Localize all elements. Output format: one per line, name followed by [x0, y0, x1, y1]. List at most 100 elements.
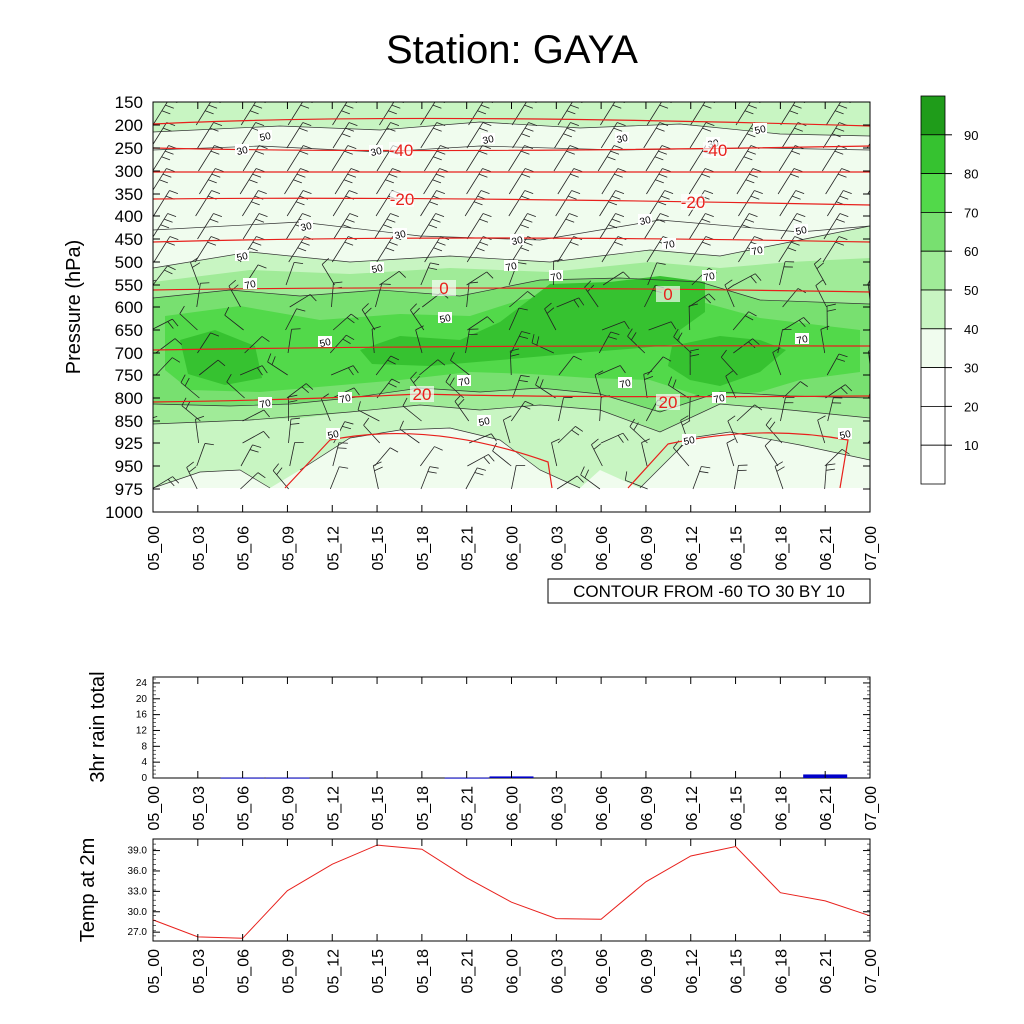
svg-text:-20: -20 — [390, 190, 415, 209]
colorbar-label: 10 — [964, 438, 978, 453]
wind-barb — [467, 454, 495, 467]
temp-plot-frame — [152, 838, 871, 942]
wind-barb — [361, 303, 376, 331]
wind-barb — [199, 359, 226, 376]
wind-barb — [466, 168, 492, 195]
svg-text:50: 50 — [839, 429, 853, 442]
wind-barb — [531, 334, 554, 354]
wind-barb — [629, 418, 648, 444]
x-tick-label: 06_15 — [729, 949, 746, 994]
wind-barb — [511, 464, 526, 490]
colorbar-swatch — [920, 444, 946, 485]
svg-text:-40: -40 — [389, 141, 414, 160]
wind-barb — [648, 190, 674, 217]
colorbar-swatch — [920, 289, 946, 330]
rh-contour-label: 50 — [235, 250, 249, 264]
wind-barb — [555, 190, 581, 217]
svg-text:0: 0 — [663, 285, 672, 304]
wind-barb — [420, 446, 443, 467]
wind-barb — [673, 328, 692, 354]
wind-barb — [512, 122, 538, 149]
wind-barb — [419, 213, 445, 240]
wind-barb — [627, 328, 646, 354]
wind-barb — [508, 307, 528, 331]
x-tick-label: 05_21 — [460, 786, 477, 831]
x-tick-label: 06_21 — [818, 949, 835, 994]
svg-text:50: 50 — [439, 313, 453, 326]
wind-barb — [399, 420, 420, 444]
x-tick-label: 05_00 — [146, 526, 163, 571]
wind-barb — [240, 472, 266, 490]
wind-barb — [733, 273, 762, 286]
colorbar-swatch — [920, 211, 946, 252]
wind-barb — [512, 375, 530, 399]
wind-barb — [594, 370, 604, 399]
x-tick-label: 06_12 — [684, 949, 701, 994]
wind-barb — [509, 291, 535, 308]
rh-contour-label: 70 — [662, 238, 676, 252]
wind-barb — [724, 279, 735, 308]
rain-bar — [220, 777, 265, 779]
x-tick-label: 05_03 — [191, 526, 208, 571]
x-tick-label: 05_06 — [236, 526, 253, 571]
wind-barb — [817, 415, 826, 444]
wind-barb — [285, 308, 306, 331]
temp-y-axis-label: Temp at 2m — [77, 838, 99, 942]
rh-contour-label: 50 — [794, 224, 808, 238]
svg-text:30: 30 — [300, 221, 314, 234]
wind-barb — [556, 297, 585, 308]
wind-barb — [420, 262, 440, 286]
temp-contour-20 — [153, 393, 870, 403]
wind-barb — [267, 353, 288, 376]
y-tick-label: 200 — [115, 116, 143, 135]
x-tick-label: 05_18 — [415, 526, 432, 571]
wind-barb — [376, 168, 401, 195]
rh-band-90-right — [668, 336, 786, 386]
x-tick-label: 06_03 — [549, 786, 566, 831]
wind-barb — [646, 168, 671, 195]
wind-barb — [153, 265, 176, 286]
y-tick-label: 700 — [115, 344, 143, 363]
wind-barb — [242, 409, 270, 422]
wind-barb — [372, 461, 383, 490]
wind-barb — [180, 374, 200, 399]
svg-text:70: 70 — [339, 393, 353, 406]
wind-barb — [330, 365, 359, 376]
x-tick-label: 06_18 — [773, 526, 790, 571]
rh-contour-label: 30 — [615, 132, 629, 146]
y-tick-label: 975 — [115, 480, 143, 499]
temp-contour-labels: -40 -40 -20 -20 0 0 20 20 — [389, 141, 728, 412]
y-tick-label: 550 — [115, 276, 143, 295]
wind-barb — [820, 325, 830, 354]
wind-barb — [153, 476, 180, 489]
x-tick-label: 06_03 — [549, 526, 566, 571]
temperature-panel: 27.030.033.036.039.0 05_00 05_03 05_06 05_0… — [77, 838, 880, 994]
wind-barb — [732, 213, 758, 240]
time-axis: 05_00 05_03 05_06 05_09 05_12 05_15 05_18 05_21… — [146, 102, 880, 571]
wind-barb — [332, 122, 358, 149]
rh-contour-label: 70 — [504, 260, 518, 274]
wind-barb — [466, 281, 479, 308]
humidity-cross-section-plot: 50 30 30 30 30 50 30 30 30 30 30 50 50 50 70 70 70 70 70 70… — [63, 93, 978, 604]
wind-barb — [196, 443, 214, 467]
x-tick-label: 05_06 — [236, 949, 253, 994]
svg-text:50: 50 — [236, 251, 250, 264]
y-axis-label: Pressure (hPa) — [63, 240, 85, 375]
rh-contour-label: 70 — [457, 375, 471, 389]
y-tick-label: 650 — [115, 321, 143, 340]
rh-contour-label: 70 — [258, 397, 272, 411]
colorbar-swatch — [920, 173, 946, 213]
rh-contour-label: 50 — [682, 434, 696, 448]
rh-contour-label: 50 — [318, 336, 332, 350]
y-tick-label: 300 — [115, 162, 143, 181]
wind-barb — [242, 213, 268, 240]
wind-barb — [732, 311, 757, 331]
x-tick-label: 06_21 — [818, 786, 835, 831]
svg-text:50: 50 — [327, 429, 341, 442]
rh-contour-label: 70 — [712, 392, 726, 406]
svg-text:70: 70 — [619, 378, 633, 391]
x-tick-label: 05_06 — [236, 786, 253, 831]
y-tick-label: 350 — [115, 185, 143, 204]
x-tick-label: 05_09 — [280, 786, 297, 831]
wind-barb — [720, 349, 738, 376]
